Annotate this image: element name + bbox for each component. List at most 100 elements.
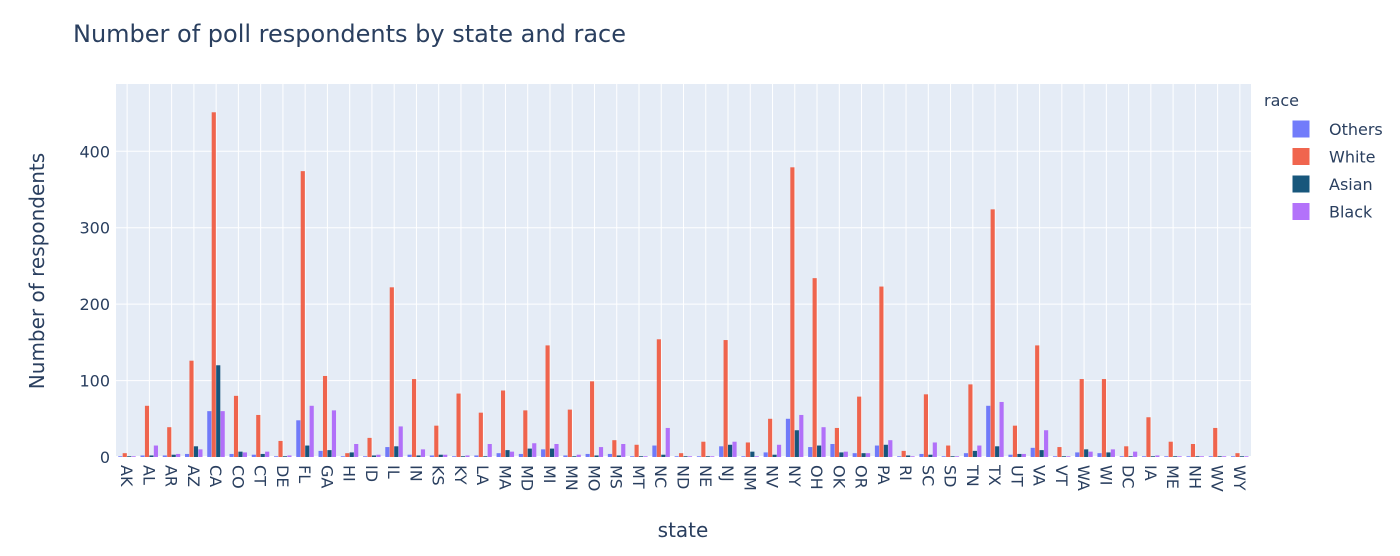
bar-black-wv[interactable] xyxy=(1222,456,1227,457)
bar-asian-nv[interactable] xyxy=(772,454,777,457)
bar-black-nh[interactable] xyxy=(1199,456,1204,457)
legend-label-others[interactable]: Others xyxy=(1329,120,1383,139)
bar-white-ia[interactable] xyxy=(1146,417,1151,457)
bar-others-ne[interactable] xyxy=(696,456,702,457)
bar-others-wy[interactable] xyxy=(1230,456,1236,457)
bar-white-nh[interactable] xyxy=(1190,444,1196,457)
bar-asian-tx[interactable] xyxy=(995,446,1000,457)
bar-asian-ak[interactable] xyxy=(127,456,132,457)
bar-asian-sc[interactable] xyxy=(928,454,933,457)
bar-others-ca[interactable] xyxy=(207,411,212,457)
bar-black-nm[interactable] xyxy=(754,456,759,457)
bar-black-tn[interactable] xyxy=(977,445,982,457)
bar-others-dc[interactable] xyxy=(1119,456,1124,457)
bar-black-md[interactable] xyxy=(532,443,537,457)
bar-white-id[interactable] xyxy=(367,437,372,457)
bar-others-sd[interactable] xyxy=(941,456,946,457)
bar-white-tn[interactable] xyxy=(968,384,973,457)
bar-asian-ar[interactable] xyxy=(171,454,176,457)
bar-white-me[interactable] xyxy=(1168,441,1173,457)
bar-black-vt[interactable] xyxy=(1066,456,1071,457)
bar-asian-de[interactable] xyxy=(282,456,288,457)
bar-others-ky[interactable] xyxy=(452,456,457,457)
bar-others-ri[interactable] xyxy=(897,456,902,457)
bar-asian-ks[interactable] xyxy=(438,454,443,457)
bar-black-mn[interactable] xyxy=(576,454,581,457)
bar-asian-la[interactable] xyxy=(483,456,488,457)
bar-white-ma[interactable] xyxy=(501,390,506,457)
bar-asian-ia[interactable] xyxy=(1150,456,1156,457)
bar-black-ar[interactable] xyxy=(176,453,181,457)
bar-asian-il[interactable] xyxy=(394,446,399,457)
bar-black-nv[interactable] xyxy=(776,444,782,457)
bar-others-al[interactable] xyxy=(140,455,145,457)
bar-asian-nh[interactable] xyxy=(1195,456,1200,457)
bar-white-nm[interactable] xyxy=(745,442,750,457)
bar-black-dc[interactable] xyxy=(1133,451,1138,457)
bar-white-va[interactable] xyxy=(1035,345,1040,457)
bar-white-ny[interactable] xyxy=(790,167,795,457)
bar-asian-wi[interactable] xyxy=(1106,452,1111,457)
bar-black-ne[interactable] xyxy=(710,456,715,457)
bar-asian-co[interactable] xyxy=(238,451,243,457)
bar-asian-nm[interactable] xyxy=(750,451,755,457)
bar-black-az[interactable] xyxy=(198,449,203,457)
bar-others-nc[interactable] xyxy=(652,445,657,457)
bar-asian-id[interactable] xyxy=(371,455,377,457)
bar-asian-md[interactable] xyxy=(527,448,532,457)
bar-white-ri[interactable] xyxy=(901,450,906,457)
bar-asian-pa[interactable] xyxy=(883,444,888,457)
bar-black-hi[interactable] xyxy=(354,444,359,457)
bar-black-il[interactable] xyxy=(398,426,403,457)
bar-white-vt[interactable] xyxy=(1057,447,1062,457)
bar-black-ms[interactable] xyxy=(621,444,626,457)
bar-others-ga[interactable] xyxy=(318,450,323,457)
bar-others-wa[interactable] xyxy=(1075,452,1080,457)
bar-white-mi[interactable] xyxy=(545,345,550,457)
bar-asian-mt[interactable] xyxy=(638,456,644,457)
bar-white-de[interactable] xyxy=(278,440,283,457)
bar-asian-ut[interactable] xyxy=(1017,453,1022,457)
bar-black-sd[interactable] xyxy=(955,456,960,457)
bar-others-tn[interactable] xyxy=(963,453,969,457)
legend-label-black[interactable]: Black xyxy=(1329,203,1373,222)
bar-asian-vt[interactable] xyxy=(1061,456,1066,457)
bar-black-oh[interactable] xyxy=(821,427,826,457)
bar-asian-sd[interactable] xyxy=(950,456,955,457)
bar-white-wi[interactable] xyxy=(1101,379,1107,457)
bar-white-wy[interactable] xyxy=(1235,453,1240,457)
bar-white-ar[interactable] xyxy=(167,427,172,457)
bar-black-id[interactable] xyxy=(376,454,381,457)
bar-others-ut[interactable] xyxy=(1008,454,1013,457)
bar-others-ia[interactable] xyxy=(1141,456,1147,457)
bar-asian-in[interactable] xyxy=(416,455,421,457)
bar-white-oh[interactable] xyxy=(812,278,817,457)
bar-black-co[interactable] xyxy=(242,452,248,457)
bar-asian-ne[interactable] xyxy=(705,456,710,457)
bar-black-pa[interactable] xyxy=(888,440,893,457)
bar-others-ok[interactable] xyxy=(830,444,835,457)
bar-white-sc[interactable] xyxy=(923,394,929,457)
bar-asian-wa[interactable] xyxy=(1084,449,1089,457)
bar-asian-wy[interactable] xyxy=(1239,456,1245,457)
bar-asian-ky[interactable] xyxy=(460,456,466,457)
bar-others-fl[interactable] xyxy=(296,420,301,457)
bar-asian-hi[interactable] xyxy=(349,452,354,457)
bar-others-ct[interactable] xyxy=(251,454,256,457)
bar-others-ks[interactable] xyxy=(429,455,434,457)
bar-white-ca[interactable] xyxy=(211,112,216,458)
bar-asian-ma[interactable] xyxy=(505,450,510,457)
bar-asian-mi[interactable] xyxy=(549,448,555,457)
bar-black-ca[interactable] xyxy=(220,411,225,457)
bar-black-ut[interactable] xyxy=(1021,453,1026,457)
bar-others-ms[interactable] xyxy=(607,453,612,457)
bar-others-mi[interactable] xyxy=(541,449,546,457)
bar-black-wy[interactable] xyxy=(1244,456,1249,457)
bar-asian-va[interactable] xyxy=(1039,450,1044,457)
legend-label-white[interactable]: White xyxy=(1329,148,1376,167)
bar-black-nc[interactable] xyxy=(665,427,670,457)
bar-asian-ms[interactable] xyxy=(616,455,621,457)
bar-white-ms[interactable] xyxy=(612,440,617,457)
bar-white-ok[interactable] xyxy=(834,427,839,457)
bar-others-sc[interactable] xyxy=(919,453,924,457)
